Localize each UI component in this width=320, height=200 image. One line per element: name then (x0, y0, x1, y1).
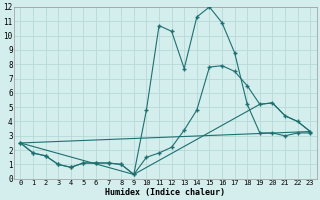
X-axis label: Humidex (Indice chaleur): Humidex (Indice chaleur) (105, 188, 225, 197)
